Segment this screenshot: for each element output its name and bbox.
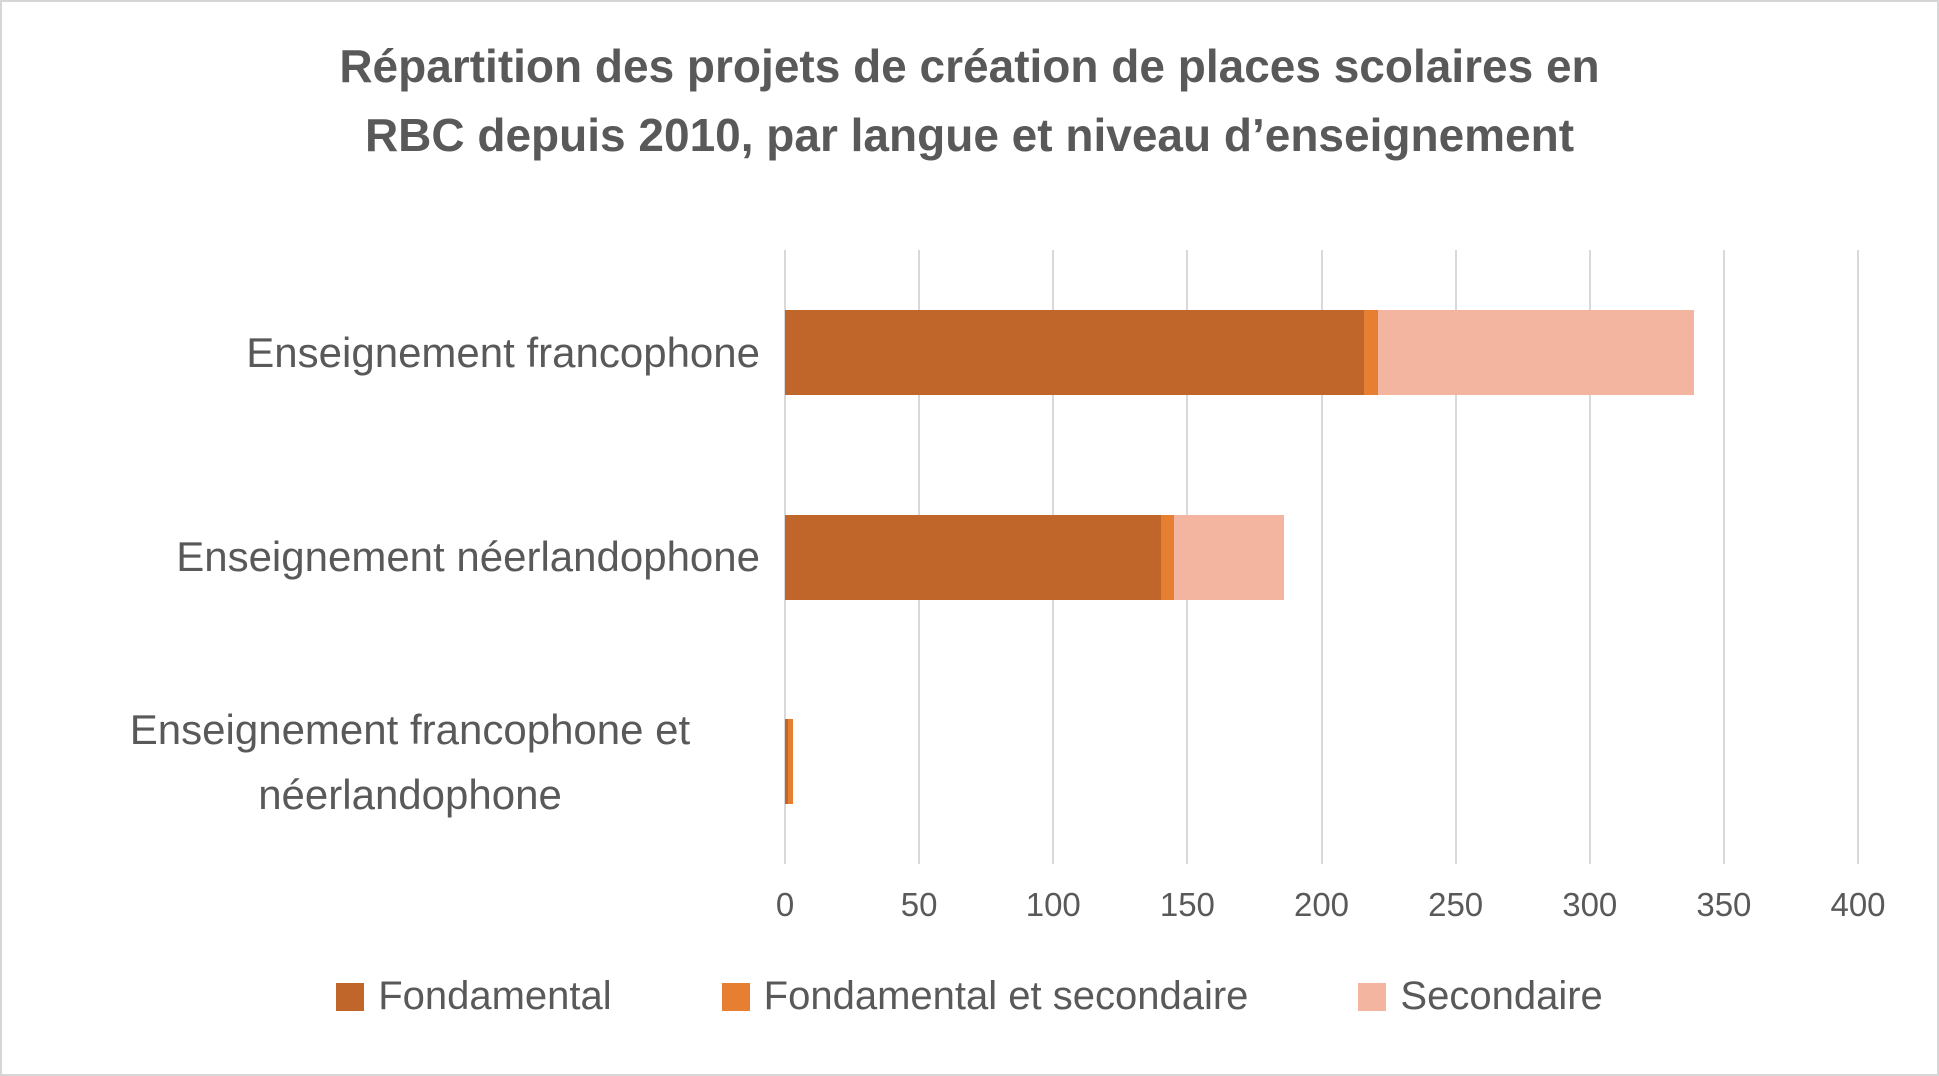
gridline-x-300	[1588, 250, 1591, 864]
chart-title-line-1: Répartition des projets de création de p…	[339, 40, 1600, 92]
category-label-0: Enseignement francophone	[246, 328, 760, 376]
bar-segment-fondamental-row-0	[785, 309, 1365, 395]
gridline-x-250	[1454, 250, 1457, 864]
legend-item-fondamental: Fondamental	[336, 974, 612, 1019]
legend-label-fondamental: Fondamental	[378, 974, 612, 1018]
bar-segment-secondaire-row-1	[1173, 514, 1284, 600]
x-tick-label-300: 300	[1562, 886, 1618, 923]
legend-label-fondamental-et-secondaire: Fondamental et secondaire	[763, 974, 1249, 1018]
bar-segment-fondamental-row-2	[785, 719, 788, 805]
legend: Fondamental Fondamental et secondaire Se…	[2, 974, 1937, 1019]
legend-swatch-fondamental-et-secondaire-icon	[721, 982, 750, 1011]
legend-item-secondaire: Secondaire	[1358, 974, 1603, 1019]
x-tick-label-250: 250	[1428, 886, 1484, 923]
x-tick-label-150: 150	[1159, 886, 1215, 923]
gridline-x-350	[1722, 250, 1725, 864]
x-tick-label-350: 350	[1696, 886, 1752, 923]
gridline-x-200	[1320, 250, 1323, 864]
legend-item-fondamental-et-secondaire: Fondamental et secondaire	[721, 974, 1249, 1019]
bar-segment-fondamental-et-secondaire-row-1	[1160, 514, 1174, 600]
legend-swatch-fondamental-icon	[336, 982, 365, 1011]
legend-label-secondaire: Secondaire	[1400, 974, 1603, 1018]
bar-segment-secondaire-row-0	[1377, 309, 1695, 395]
category-label-2: Enseignement francophone et néerlandopho…	[129, 705, 691, 818]
bar-segment-fondamental-row-1	[785, 514, 1161, 600]
gridline-x-400	[1857, 250, 1859, 864]
chart-title: Répartition des projets de création de p…	[2, 32, 1937, 170]
x-tick-label-100: 100	[1025, 886, 1081, 923]
bar-segment-fondamental-et-secondaire-row-0	[1364, 309, 1378, 395]
category-label-1: Enseignement néerlandophone	[176, 533, 760, 581]
chart-title-line-2: RBC depuis 2010, par langue et niveau d’…	[364, 109, 1575, 161]
x-tick-label-50: 50	[900, 886, 938, 923]
x-tick-label-200: 200	[1293, 886, 1350, 923]
legend-swatch-secondaire-icon	[1358, 982, 1387, 1011]
x-tick-label-0: 0	[775, 886, 795, 923]
x-tick-label-400: 400	[1830, 886, 1886, 923]
bar-segment-fondamental-et-secondaire-row-2	[787, 719, 794, 805]
